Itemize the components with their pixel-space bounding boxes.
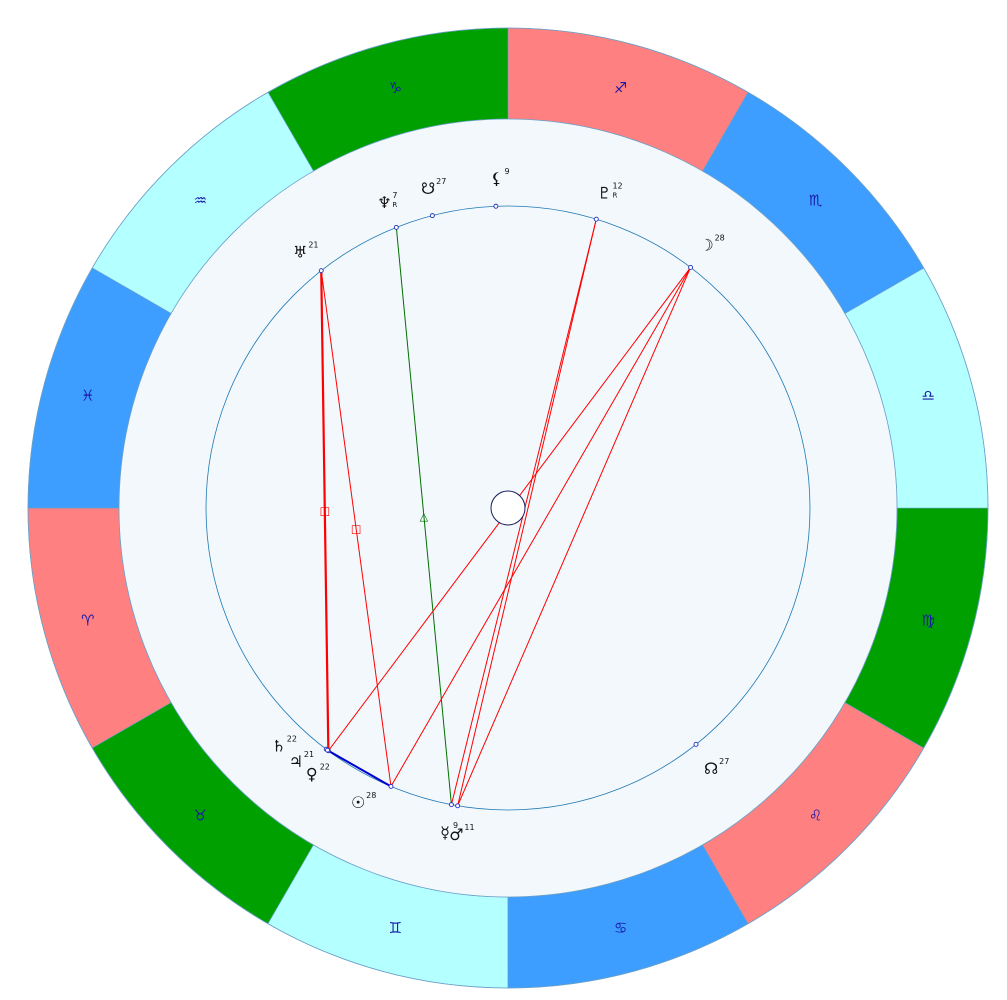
neptune-degree: 7 [392,191,397,200]
south-node-degree: 27 [436,177,446,186]
lilith-position-marker [493,203,499,209]
venus-glyph: ♀ [306,764,318,783]
pluto-degree: 12 [612,181,622,190]
planet-labels: ☉ 28☽ 28☿ 9♀ 22♂ 11♃ 21♄ 22♅ 21♆ 7R♇ 12R☊ 27☋ 27 ⚸ 9 [272,167,730,844]
aspect-square-uranus-sun [320,270,392,787]
venus-degree: 22 [320,762,330,771]
pluto-retrograde-mark: R [612,191,617,199]
saturn-position-marker [325,747,330,753]
aspect-conjunction-venus-sun [327,749,392,788]
pluto-glyph: ♇ [597,183,611,202]
mars-glyph: ♂ [449,825,463,844]
aspect-trine-glyph: △ [420,510,429,523]
aspect-opposition-moon-sun [390,267,692,787]
mercury-position-marker [448,802,454,808]
planet-markers [318,203,699,809]
zodiac-ring: ♈ ♉ ♊ ♋ ♌ ♍ ♎ ♏ ♐ ♑ ♒ ♓ [27,27,989,989]
scorpio-sign-glyph: ♏ [809,191,823,209]
south-node-glyph: ☋ [421,179,435,198]
aspect-opposition-pluto-mars [457,219,597,806]
aspect-square-glyph: □ [320,505,330,518]
aspect-square-uranus-venus [320,270,330,751]
saturn-degree: 22 [287,734,297,743]
aspect-opposition-moon-mars [457,267,692,806]
uranus-position-marker [318,268,324,274]
lilith-glyph: ⚸ [491,169,503,188]
sun-position-marker [388,783,394,789]
lilith-degree: 9 [504,167,509,176]
center-circle [490,490,526,526]
mars-position-marker [455,803,461,809]
virgo-sign-glyph: ♍ [921,612,934,630]
south-node-position-marker [429,213,435,219]
gemini-sign-glyph: ♊ [389,919,402,937]
north-node-glyph: ☊ [704,759,718,778]
aspect-lines: □ □ △ [320,219,692,806]
sun-glyph: ☉ [351,793,365,812]
neptune-position-marker [393,224,399,230]
neptune-glyph: ♆ [377,193,391,212]
libra-sign-glyph: ♎ [921,386,934,404]
aspect-trine-neptune-mercury [395,227,452,805]
saturn-glyph: ♄ [272,736,286,755]
mercury-glyph: ☿ [440,823,450,842]
pluto-position-marker [593,216,599,222]
moon-position-marker [688,264,694,270]
uranus-degree: 21 [308,241,318,250]
pisces-sign-glyph: ♓ [81,386,94,404]
neptune-retrograde-mark: R [392,201,397,209]
sun-degree: 28 [366,791,376,800]
north-node-degree: 27 [719,757,729,766]
planet-circle [205,205,811,811]
uranus-glyph: ♅ [293,243,307,262]
cancer-sign-glyph: ♋ [614,919,627,937]
aries-sign-glyph: ♈ [81,612,94,630]
jupiter-degree: 21 [304,750,314,759]
north-node-position-marker [693,741,699,747]
capricorn-sign-glyph: ♑ [389,79,402,97]
aquarius-sign-glyph: ♒ [194,191,207,209]
aspect-square-glyph: □ [351,523,361,536]
moon-glyph: ☽ [699,235,713,254]
taurus-sign-glyph: ♉ [194,807,207,825]
jupiter-glyph: ♃ [289,752,303,771]
moon-degree: 28 [715,233,725,242]
mars-degree: 11 [464,823,474,832]
leo-sign-glyph: ♌ [809,807,822,825]
outer-rim [27,27,989,989]
sagittarius-sign-glyph: ♐ [614,79,627,97]
mercury-degree: 9 [453,821,458,830]
